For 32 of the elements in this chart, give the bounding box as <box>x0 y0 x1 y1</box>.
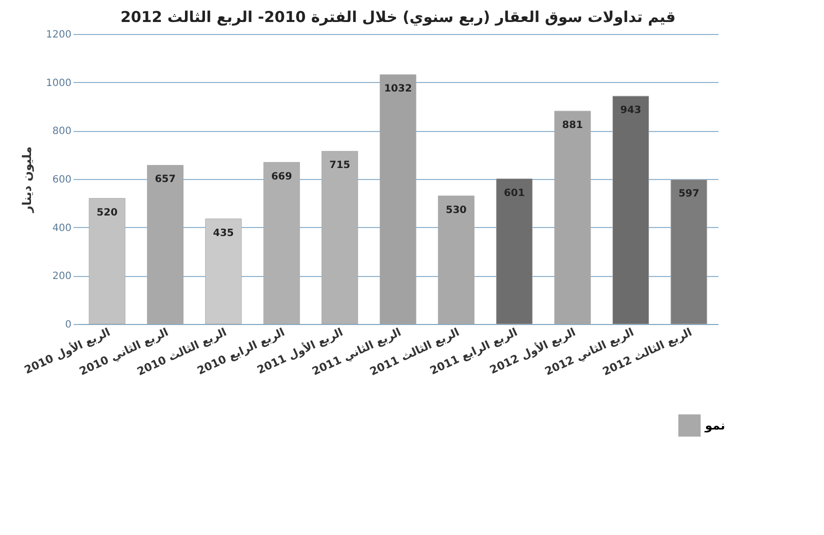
bar <box>554 110 591 324</box>
chart-title: قيم تداولات سوق العقار (ربع سنوي) خلال الفترة 2010- الربع الثالث 2012 <box>120 8 676 26</box>
bar <box>88 198 126 324</box>
data-label: 520 <box>96 207 118 218</box>
bar <box>612 96 649 324</box>
data-label: 530 <box>446 204 467 216</box>
y-tick-label: 1200 <box>46 30 72 40</box>
y-tick-label: 200 <box>52 271 72 282</box>
data-label: 669 <box>271 171 292 182</box>
bar <box>263 162 300 324</box>
bar <box>205 218 242 324</box>
bar <box>670 179 708 324</box>
legend-label: نمو <box>704 418 726 432</box>
data-label: 597 <box>678 188 700 200</box>
data-label: 715 <box>329 160 350 172</box>
bar <box>496 178 533 324</box>
data-label: 435 <box>213 228 234 239</box>
data-label: 943 <box>620 105 642 116</box>
y-tick-label: 0 <box>65 320 72 330</box>
bar <box>380 74 416 324</box>
data-label: 601 <box>504 188 525 199</box>
bar <box>322 150 358 324</box>
bar <box>147 164 184 324</box>
y-axis-title: مليون دينار <box>20 146 34 214</box>
y-tick-label: 800 <box>52 126 72 138</box>
data-label: 881 <box>562 120 584 132</box>
bar <box>438 196 474 324</box>
data-label: 1032 <box>384 84 412 95</box>
y-tick-label: 400 <box>52 222 72 234</box>
data-label: 657 <box>154 174 176 186</box>
y-tick-label: 600 <box>52 174 72 186</box>
y-tick-label: 1000 <box>46 78 72 89</box>
